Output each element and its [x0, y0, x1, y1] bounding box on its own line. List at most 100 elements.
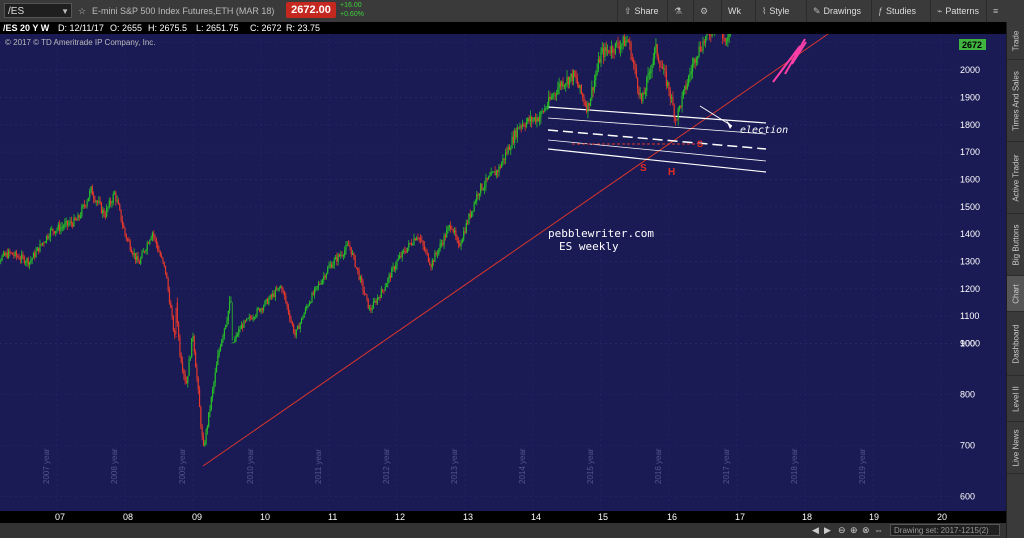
share-button[interactable]: ⇪ Share	[617, 0, 665, 22]
candle-body	[426, 251, 428, 254]
drawings-button[interactable]: ✎ Drawings	[806, 0, 867, 22]
scroll-right-icon[interactable]: ▶	[824, 525, 831, 535]
candle-body	[159, 252, 161, 256]
expand-icon[interactable]: ⇔	[874, 525, 883, 535]
year-label: 2009 year	[178, 448, 187, 484]
last-price: 2672.00	[286, 2, 336, 18]
channel-top-line[interactable]	[547, 106, 767, 124]
period-button[interactable]: Wk	[721, 0, 755, 22]
year-label: 2008 year	[110, 448, 119, 484]
candle-body	[461, 239, 463, 243]
net-change: +16.00	[340, 2, 362, 9]
channel-upper-inner-line[interactable]	[547, 117, 767, 135]
candle-body	[409, 243, 411, 244]
candle-body	[694, 58, 696, 63]
candle-body	[332, 264, 334, 268]
candle-body	[685, 85, 687, 90]
scroll-left-icon[interactable]: ◀	[812, 525, 819, 535]
candle-body	[597, 58, 599, 70]
year-label: 2017 year	[722, 448, 731, 484]
candle-body	[342, 255, 344, 257]
candle-body	[13, 254, 15, 256]
candle-body	[206, 426, 208, 431]
candle-body	[328, 265, 330, 269]
candle-body	[138, 262, 140, 264]
drawing-set-selector[interactable]: Drawing set: 2017-1215(2)	[890, 524, 1000, 536]
channel-bottom-line[interactable]	[547, 148, 767, 173]
star-icon[interactable]: ☆	[78, 6, 87, 16]
candle-body	[60, 227, 62, 231]
candle-body	[112, 194, 114, 203]
candle-body	[294, 332, 296, 336]
candle-body	[218, 350, 220, 356]
candle-body	[184, 374, 186, 382]
candle-body	[545, 107, 547, 109]
studies-button[interactable]: ƒ Studies	[871, 0, 922, 22]
sidebar-tab-live-news[interactable]: Live News	[1007, 422, 1024, 474]
candle-body	[477, 194, 479, 196]
candle-body	[73, 217, 75, 227]
candle-body	[85, 205, 87, 207]
price-tick: 700	[960, 441, 975, 451]
sidebar-tab-dashboard[interactable]: Dashboard	[1007, 312, 1024, 376]
sidebar-tab-active-trader[interactable]: Active Trader	[1007, 142, 1024, 214]
election-arrow-line[interactable]	[699, 105, 733, 127]
candle-body	[622, 36, 624, 44]
candle-body	[387, 278, 389, 285]
sidebar-tab-big-buttons[interactable]: Big Buttons	[1007, 214, 1024, 276]
candle-body	[472, 210, 474, 212]
candle-body	[584, 102, 586, 106]
patterns-button[interactable]: ⌁ Patterns	[930, 0, 985, 22]
candlestick-series	[0, 0, 743, 447]
candle-body	[334, 256, 337, 260]
candle-body	[501, 163, 503, 168]
candle-body	[591, 87, 593, 99]
x-tick: 08	[123, 512, 134, 522]
candle-body	[412, 244, 414, 246]
candle-body	[5, 252, 7, 256]
sidebar-tab-trade[interactable]: Trade	[1007, 22, 1024, 60]
candle-body	[656, 44, 658, 57]
projection-arrows[interactable]	[772, 38, 807, 83]
candle-body	[81, 206, 83, 216]
candle-body	[15, 251, 18, 257]
candle-body	[336, 256, 338, 262]
sidebar-tab-chart[interactable]: Chart	[1007, 276, 1024, 312]
zoom-out-icon[interactable]: ⊖	[838, 525, 846, 535]
channel-lower-inner-line[interactable]	[547, 139, 767, 162]
channel-mid-line[interactable]	[547, 129, 767, 150]
candle-body	[478, 193, 480, 196]
sidebar-tab-level-ii[interactable]: Level II	[1007, 376, 1024, 422]
symbol-value: /ES	[8, 6, 25, 17]
menu-button[interactable]: ≡	[986, 0, 1006, 22]
candle-body	[515, 130, 517, 138]
candle-body	[325, 273, 327, 278]
zoom-in-icon[interactable]: ⊕	[850, 525, 858, 535]
candle-body	[0, 260, 2, 262]
symbol-input[interactable]: /ES ▼	[4, 3, 72, 18]
settings-button[interactable]: ⚙	[693, 0, 721, 22]
candle-body	[147, 243, 150, 244]
style-button[interactable]: ⌇ Style	[755, 0, 795, 22]
candle-body	[405, 252, 407, 253]
candle-body	[663, 68, 665, 70]
candle-body	[187, 375, 189, 384]
candle-body	[400, 255, 402, 258]
candle-body	[592, 87, 594, 91]
candle-body	[605, 47, 607, 51]
candle-body	[278, 287, 280, 289]
chevron-down-icon[interactable]: ▼	[61, 7, 69, 16]
sidebar-tab-times-and-sales[interactable]: Times And Sales	[1007, 60, 1024, 142]
candle-body	[620, 45, 622, 50]
candle-body	[579, 84, 581, 89]
candle-body	[506, 152, 508, 154]
candle-body	[566, 77, 568, 84]
price-tick: 800	[960, 390, 975, 400]
year-label: 2013 year	[450, 448, 459, 484]
candle-body	[625, 40, 627, 47]
trend-line[interactable]	[202, 33, 829, 467]
crosshair-icon[interactable]: ⊗	[862, 525, 870, 535]
flask-button[interactable]: ⚗	[667, 0, 693, 22]
